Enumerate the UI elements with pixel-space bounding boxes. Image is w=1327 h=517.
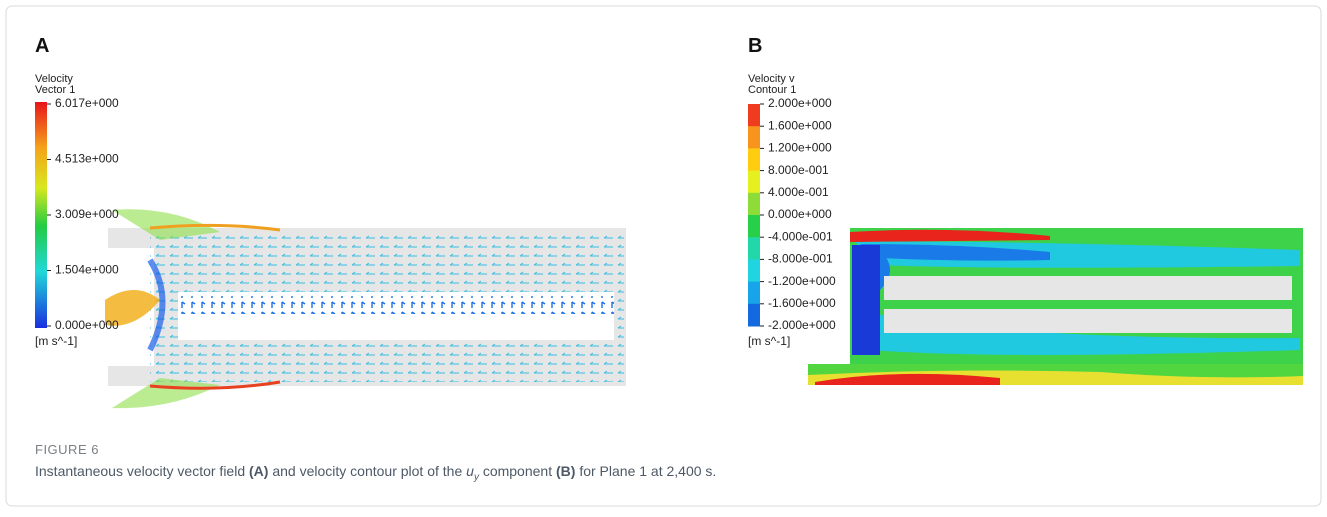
- colorbar-band: [748, 170, 760, 194]
- colorbar: [35, 102, 47, 328]
- colorbar-label: 0.000e+000: [55, 318, 119, 332]
- vector-field: [105, 209, 626, 409]
- colorbar-label: 4.513e+000: [55, 152, 119, 166]
- legend-subtitle: Contour 1: [748, 84, 796, 96]
- caption-text: (A): [249, 463, 268, 479]
- colorbar-band: [748, 192, 760, 216]
- caption: Instantaneous velocity vector field (A) …: [35, 463, 716, 483]
- colorbar-label: 1.600e+000: [768, 118, 832, 132]
- colorbar-label: 6.017e+000: [55, 96, 119, 110]
- colorbar-band: [748, 237, 760, 260]
- contour-plot: [808, 228, 1303, 385]
- caption-subscript: y: [473, 472, 480, 483]
- colorbar-label: -4.000e-001: [768, 229, 833, 243]
- caption-heading: FIGURE 6: [35, 442, 99, 457]
- caption-symbol: u: [466, 463, 474, 479]
- colorbar-label: 1.504e+000: [55, 263, 119, 277]
- colorbar-unit: [m s^-1]: [35, 334, 77, 348]
- legend-title: Velocity v: [748, 73, 795, 85]
- caption-text: component: [479, 463, 556, 479]
- colorbar-label: 1.200e+000: [768, 141, 832, 155]
- legend-title: Velocity: [35, 73, 73, 85]
- colorbar-label: 3.009e+000: [55, 207, 119, 221]
- colorbar-label: 2.000e+000: [768, 96, 832, 110]
- colorbar-label: 8.000e-001: [768, 163, 829, 177]
- caption-text: for Plane 1 at 2,400 s.: [575, 463, 716, 479]
- legend-subtitle: Vector 1: [35, 84, 75, 96]
- panel-label: B: [748, 35, 762, 57]
- colorbar-band: [748, 281, 760, 305]
- colorbar-band: [748, 303, 760, 327]
- colorbar-band: [748, 259, 760, 283]
- figure-frame: [5, 5, 1322, 507]
- caption-text: Instantaneous velocity vector field: [35, 463, 249, 479]
- colorbar-band: [748, 104, 760, 127]
- colorbar-label: -8.000e-001: [768, 252, 833, 266]
- colorbar-unit: [m s^-1]: [748, 334, 790, 348]
- colorbar-label: -1.600e+000: [768, 296, 836, 310]
- colorbar-label: -2.000e+000: [768, 318, 836, 332]
- caption-text: and velocity contour plot of the: [268, 463, 466, 479]
- caption-text: (B): [556, 463, 575, 479]
- colorbar-label: -1.200e+000: [768, 274, 836, 288]
- colorbar-label: 0.000e+000: [768, 207, 832, 221]
- colorbar-label: 4.000e-001: [768, 185, 829, 199]
- colorbar-band: [748, 215, 760, 238]
- colorbar: [748, 104, 760, 327]
- panel-label: A: [35, 35, 49, 57]
- colorbar-band: [748, 148, 760, 172]
- colorbar-band: [748, 126, 760, 149]
